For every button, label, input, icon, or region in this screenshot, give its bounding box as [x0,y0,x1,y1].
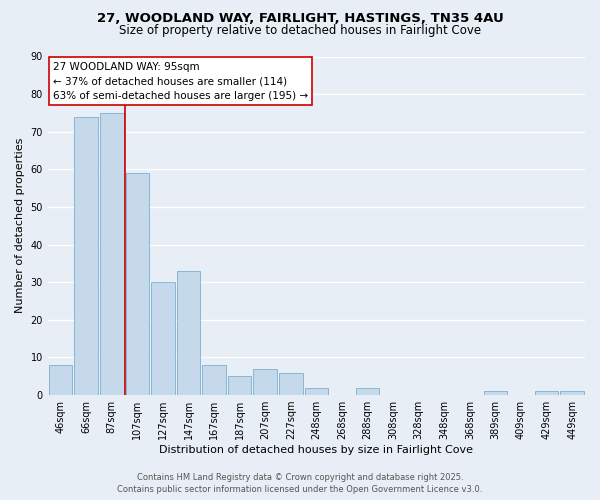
Bar [74,116,98,395]
Y-axis label: Number of detached properties: Number of detached properties [15,138,25,314]
Text: Size of property relative to detached houses in Fairlight Cove: Size of property relative to detached ho… [119,24,481,37]
Bar [49,365,73,395]
Bar [356,388,379,395]
Bar [228,376,251,395]
Text: 27, WOODLAND WAY, FAIRLIGHT, HASTINGS, TN35 4AU: 27, WOODLAND WAY, FAIRLIGHT, HASTINGS, T… [97,12,503,26]
Bar [125,173,149,395]
Bar [202,365,226,395]
Bar [151,282,175,395]
Bar [305,388,328,395]
Bar [484,392,507,395]
Bar [253,368,277,395]
Text: 27 WOODLAND WAY: 95sqm
← 37% of detached houses are smaller (114)
63% of semi-de: 27 WOODLAND WAY: 95sqm ← 37% of detached… [53,62,308,101]
Bar [560,392,584,395]
Text: Contains HM Land Registry data © Crown copyright and database right 2025.
Contai: Contains HM Land Registry data © Crown c… [118,472,482,494]
Bar [177,271,200,395]
Bar [100,113,124,395]
Bar [535,392,559,395]
X-axis label: Distribution of detached houses by size in Fairlight Cove: Distribution of detached houses by size … [160,445,473,455]
Bar [279,372,302,395]
